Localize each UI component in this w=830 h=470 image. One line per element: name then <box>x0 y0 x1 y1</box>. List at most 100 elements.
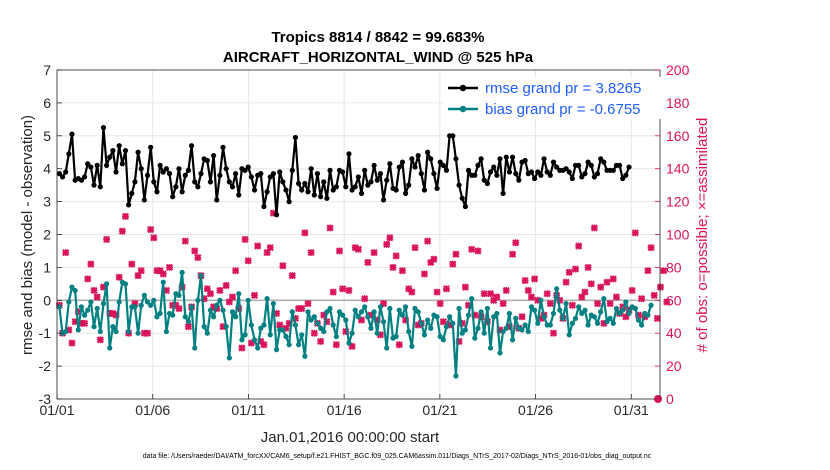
obs-count-point <box>439 318 447 326</box>
rmse-point <box>119 161 125 167</box>
bias-point <box>110 324 116 330</box>
rmse-point <box>229 184 236 190</box>
bias-point <box>626 310 632 317</box>
bias-point <box>396 307 402 313</box>
y-tick-label: -2 <box>39 358 52 374</box>
rmse-point <box>324 195 330 201</box>
bias-point <box>299 332 305 338</box>
obs-count-point <box>512 239 520 247</box>
bias-point <box>340 312 346 318</box>
bias-point <box>484 305 490 312</box>
rmse-point <box>242 167 248 173</box>
bias-point <box>195 297 201 303</box>
bias-point <box>355 314 361 320</box>
obs-count-point <box>184 323 193 331</box>
rmse-point <box>368 179 374 185</box>
rmse-point <box>576 162 582 169</box>
obs-count-point <box>298 304 306 313</box>
rmse-point <box>59 174 66 180</box>
bias-point <box>503 325 509 331</box>
bias-point <box>406 328 412 335</box>
rmse-point <box>453 156 459 162</box>
bias-point <box>384 345 390 351</box>
y2-tick-label: 100 <box>666 227 690 243</box>
bias-point <box>311 314 317 320</box>
obs-count-point <box>222 281 230 290</box>
y-tick-label: 0 <box>43 292 51 308</box>
bias-point <box>270 300 276 307</box>
bias-point <box>72 287 78 294</box>
obs-count-point <box>150 234 158 242</box>
bias-point <box>572 315 579 321</box>
chart-subtitle: AIRCRAFT_HORIZONTAL_WIND @ 525 hPa <box>223 49 534 66</box>
obs-count-point <box>603 278 611 286</box>
bias-point <box>412 305 418 312</box>
obs-count-point <box>96 336 104 344</box>
bias-point <box>604 319 610 325</box>
bias-point <box>421 332 428 338</box>
rmse-point <box>163 166 169 172</box>
rmse-point <box>305 189 311 195</box>
rmse-point <box>299 187 305 193</box>
obs-count-point <box>531 275 539 283</box>
bias-point <box>239 337 245 343</box>
obs-count-point <box>361 295 369 303</box>
obs-count-point <box>597 283 605 291</box>
bias-point <box>594 320 601 326</box>
y2-tick-label: 40 <box>666 325 682 341</box>
y-tick-label: 2 <box>43 227 51 243</box>
rmse-point <box>472 172 478 178</box>
bias-point <box>258 325 264 331</box>
bias-point <box>69 284 75 290</box>
bias-point <box>465 312 472 318</box>
bias-point <box>201 324 207 330</box>
obs-count-point <box>206 290 215 298</box>
bias-point <box>97 328 103 335</box>
x-tick-label: 01/01 <box>39 402 74 418</box>
bias-point <box>566 332 572 338</box>
y2-tick-label: 200 <box>666 62 690 78</box>
bias-point <box>591 314 597 320</box>
bias-point <box>582 307 588 313</box>
bias-point <box>94 305 100 312</box>
x-tick-label: 01/06 <box>135 402 170 418</box>
y2-axis-label: # of obs: o=possible; ×=assimilated <box>694 118 711 353</box>
bias-point <box>336 309 343 315</box>
bias-point <box>211 314 217 320</box>
axis-ticks: -3 -2 -1 0 1 2 3 4 5 6 7 0 20 40 60 80 100 120 140 160 180 20… <box>39 62 690 418</box>
rmse-point <box>91 182 97 188</box>
obs-count-point <box>93 293 101 301</box>
bias-point <box>289 309 295 315</box>
obs-count-point <box>68 339 76 347</box>
bias-point <box>425 317 431 323</box>
bias-point <box>314 320 321 326</box>
obs-count-point <box>638 295 646 303</box>
bias-point <box>610 320 616 326</box>
bias-point <box>519 327 525 333</box>
rmse-point <box>211 152 217 159</box>
bias-point <box>132 304 138 310</box>
rmse-point <box>456 182 462 188</box>
obs-count-point <box>581 288 589 296</box>
y-tick-label: 3 <box>43 194 51 210</box>
rmse-point <box>440 162 446 169</box>
rmse-point <box>412 164 418 170</box>
rmse-point <box>443 167 450 173</box>
bias-point <box>576 304 582 310</box>
obs-count-point <box>474 247 482 255</box>
bias-point <box>308 317 314 323</box>
rmse-point <box>245 164 251 170</box>
obs-count-point <box>326 224 334 232</box>
obs-count-point <box>449 260 457 268</box>
rmse-point <box>550 159 557 165</box>
rmse-point <box>421 187 428 193</box>
rmse-point <box>547 172 553 178</box>
bias-point <box>103 281 110 287</box>
obs-count-point <box>543 290 551 298</box>
obs-count-point <box>411 244 419 252</box>
obs-count-point <box>663 298 671 306</box>
rmse-point <box>107 154 113 160</box>
rmse-point <box>330 187 336 193</box>
rmse-point <box>428 156 434 162</box>
rmse-point <box>544 169 550 175</box>
